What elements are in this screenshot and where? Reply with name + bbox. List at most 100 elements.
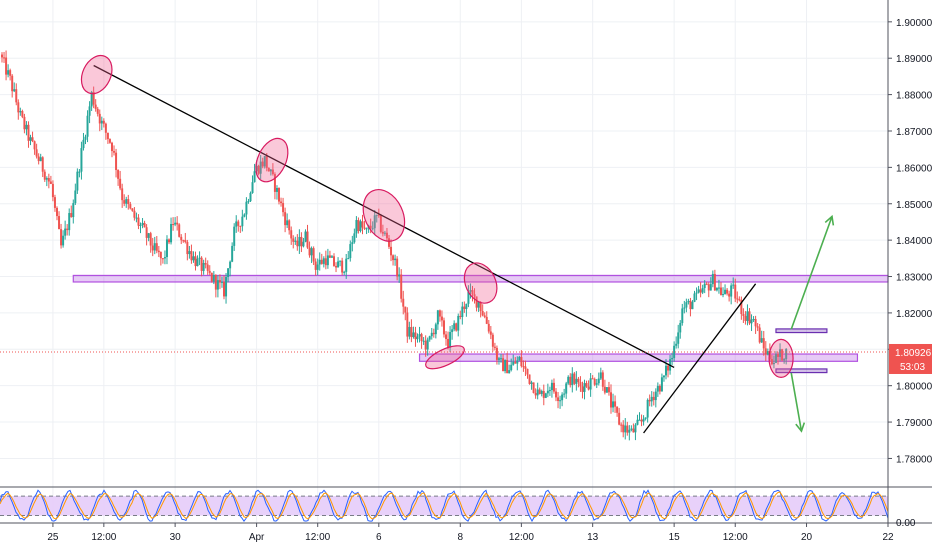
candle[interactable] [394,254,397,266]
candle[interactable] [453,320,456,332]
candle[interactable] [705,281,708,286]
candle[interactable] [548,386,551,396]
candle[interactable] [243,213,246,218]
candle[interactable] [292,235,295,249]
candle[interactable] [591,375,594,380]
candle[interactable] [300,232,303,253]
candle[interactable] [361,214,364,235]
candle[interactable] [565,381,568,399]
candle[interactable] [451,325,454,340]
candle[interactable] [117,169,120,186]
candle[interactable] [64,220,67,240]
candle[interactable] [359,219,362,233]
candle[interactable] [357,217,360,234]
candle[interactable] [557,392,560,409]
candle[interactable] [524,360,527,376]
candle[interactable] [534,388,537,399]
candle[interactable] [229,260,232,277]
candle[interactable] [125,196,128,208]
candle[interactable] [233,223,236,251]
candle[interactable] [131,208,134,212]
candle[interactable] [424,335,427,357]
candle[interactable] [447,331,450,350]
candle[interactable] [178,223,181,238]
candle[interactable] [483,312,486,319]
candle[interactable] [204,257,207,269]
candle[interactable] [184,232,187,244]
candle[interactable] [493,342,496,351]
candle[interactable] [53,194,56,212]
candle[interactable] [583,379,586,400]
candle[interactable] [165,235,168,265]
candle[interactable] [577,376,580,388]
candle[interactable] [137,214,140,230]
candle[interactable] [648,394,651,407]
candle[interactable] [127,194,130,210]
candle[interactable] [182,239,185,243]
candle[interactable] [365,227,368,235]
candle[interactable] [699,282,702,298]
candle[interactable] [656,382,659,397]
candle[interactable] [239,225,242,233]
candle[interactable] [275,185,278,200]
candle[interactable] [41,156,44,178]
candle[interactable] [559,395,562,409]
candle[interactable] [3,51,6,63]
candle[interactable] [526,368,529,379]
candle[interactable] [593,377,596,387]
candle[interactable] [155,236,158,254]
candle[interactable] [267,167,270,172]
candle[interactable] [636,414,639,426]
candle[interactable] [133,207,136,221]
candle[interactable] [106,132,109,144]
candle[interactable] [280,197,283,207]
candle[interactable] [245,197,248,220]
candle[interactable] [231,242,234,263]
candle[interactable] [691,300,694,310]
candle[interactable] [689,297,692,317]
candle[interactable] [683,300,686,314]
candle[interactable] [35,143,38,159]
candle[interactable] [477,301,480,313]
candle[interactable] [667,363,670,378]
candle[interactable] [328,250,331,259]
candle[interactable] [261,157,264,169]
candle[interactable] [220,276,223,288]
candle[interactable] [347,251,350,260]
candle[interactable] [695,287,698,301]
candle[interactable] [159,251,162,266]
candle[interactable] [151,237,154,257]
candle[interactable] [86,110,89,143]
candle[interactable] [298,229,301,254]
candle[interactable] [675,336,678,349]
candle[interactable] [1,52,3,63]
candle[interactable] [508,364,511,374]
candle[interactable] [481,304,484,317]
candle[interactable] [603,379,606,395]
candle[interactable] [785,348,788,365]
candle[interactable] [495,345,498,365]
candle[interactable] [15,83,18,106]
candle[interactable] [115,148,118,178]
candle[interactable] [88,101,91,124]
candle[interactable] [616,406,619,417]
candle[interactable] [573,371,576,386]
candle[interactable] [51,180,54,202]
candle[interactable] [658,384,661,395]
candle[interactable] [119,170,122,191]
candle[interactable] [113,145,116,156]
candle[interactable] [715,287,718,292]
candle[interactable] [736,291,739,304]
candle[interactable] [772,355,775,369]
candle[interactable] [581,381,584,399]
candle[interactable] [355,216,358,238]
candle[interactable] [247,198,250,204]
candle[interactable] [373,210,376,236]
candle[interactable] [732,277,735,289]
candle[interactable] [225,273,228,304]
candle[interactable] [174,217,177,227]
candle[interactable] [23,113,26,134]
candle[interactable] [467,285,470,308]
candle[interactable] [188,245,191,259]
candle[interactable] [343,270,346,276]
